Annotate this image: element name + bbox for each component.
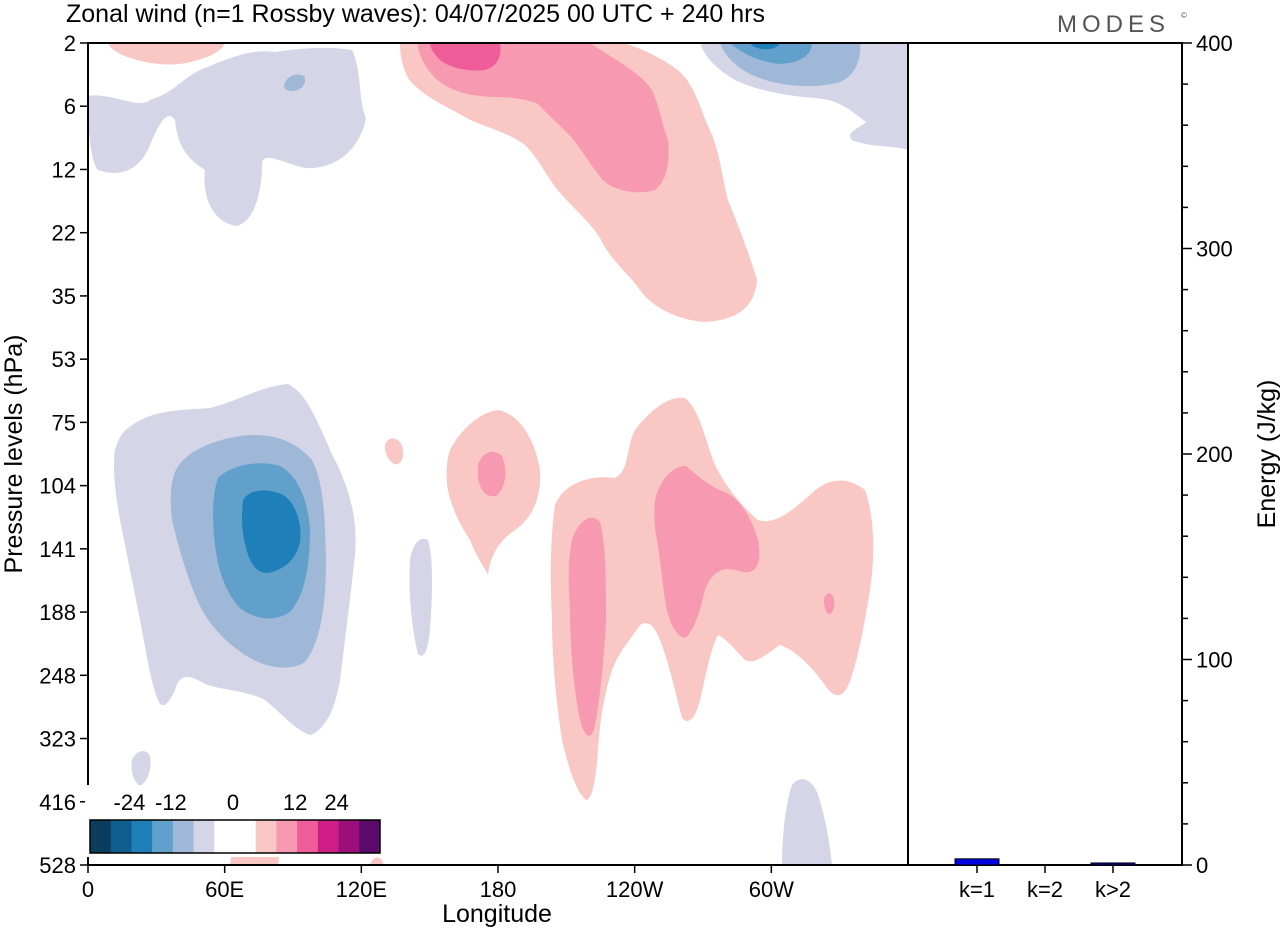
contour-fill-neg3-small2: [131, 751, 151, 786]
contour-fill-pos6-lower-right: [654, 466, 760, 638]
logo-trademark-mark: ©: [1181, 11, 1187, 20]
colorbar-swatch: [338, 820, 360, 853]
wavenumber-tick-label: k=1: [959, 877, 995, 902]
energy-axis: 0 100 200 300 400: [1182, 31, 1233, 878]
energy-bar: [954, 858, 1000, 866]
pressure-tick-label: 2: [64, 31, 76, 56]
contour-fill-neg12-topright: [750, 43, 780, 50]
pressure-tick-label: 416: [39, 790, 76, 815]
pressure-tick-label: 35: [52, 284, 76, 309]
contour-fill-pos6-lower-left: [568, 517, 606, 736]
contour-fill-pos3-upper: [400, 43, 757, 322]
longitude-tick-label: 120E: [336, 877, 387, 902]
pressure-tick-label: 22: [52, 221, 76, 246]
colorbar-swatch: [90, 820, 112, 853]
longitude-tick-label: 60W: [749, 877, 794, 902]
pressure-axis: 2 6 12 22 35 53 75 104 141 188 248 323 416 528: [39, 31, 88, 878]
pressure-tick-label: 528: [39, 853, 76, 878]
pressure-tick-label: 53: [52, 347, 76, 372]
colorbar-swatch: [317, 820, 340, 853]
longitude-axis-label: Longitude: [442, 900, 552, 928]
colorbar-tick-label: 0: [227, 790, 239, 815]
energy-tick-label: 400: [1196, 31, 1233, 56]
longitude-tick-label: 60E: [205, 877, 244, 902]
modes-logo: MODES: [1057, 11, 1170, 38]
longitude-tick-label: 0: [82, 877, 94, 902]
contour-fills: [88, 43, 908, 865]
colorbar-swatch: [172, 820, 195, 853]
energy-axis-label: Energy (J/kg): [1253, 380, 1280, 529]
colorbar-tick-label: -12: [155, 790, 187, 815]
colorbar-tick-label: 12: [283, 790, 307, 815]
colorbar-swatch: [297, 820, 319, 853]
colorbar-swatch: [193, 820, 215, 853]
wavenumber-tick-label: k>2: [1095, 877, 1131, 902]
longitude-tick-label: 180: [480, 877, 517, 902]
pressure-axis-label: Pressure levels (hPa): [0, 335, 28, 574]
colorbar-tick-label: -24: [114, 790, 146, 815]
colorbar: -24 -12 0 12 24: [85, 785, 385, 857]
colorbar-frame: [89, 819, 381, 854]
wavenumber-tick-label: k=2: [1027, 877, 1063, 902]
contour-fill-pos6-upper: [418, 43, 669, 193]
colorbar-swatch: [359, 820, 381, 853]
pressure-tick-label: 12: [52, 157, 76, 182]
contour-fill-pos6-mid: [478, 451, 506, 497]
longitude-axis: 0 60E 120E 180 120W 60W: [82, 865, 794, 902]
energy-tick-label: 0: [1196, 853, 1208, 878]
colorbar-swatch: [276, 820, 298, 853]
pressure-tick-label: 248: [39, 663, 76, 688]
contour-fill-neg3-small1: [409, 538, 432, 656]
wavenumber-axis: k=1 k=2 k>2: [959, 865, 1131, 902]
colorbar-swatch: [131, 820, 153, 853]
pressure-tick-label: 188: [39, 600, 76, 625]
contour-fill-pos9-upper: [430, 43, 501, 71]
contour-fill-pos3-topleft: [108, 43, 225, 65]
colorbar-tick-label: 24: [324, 790, 348, 815]
energy-tick-label: 300: [1196, 237, 1233, 262]
contour-fill-pos3-bottomdot: [370, 857, 384, 865]
chart-title: Zonal wind (n=1 Rossby waves): 04/07/202…: [66, 0, 765, 28]
contour-fill-pos6-dot: [824, 593, 835, 615]
longitude-tick-label: 120W: [606, 877, 664, 902]
colorbar-swatch: [255, 820, 277, 853]
contour-fill-neg6-dot: [284, 74, 306, 92]
contour-fill-neg9-topright: [730, 43, 812, 64]
colorbar-swatch: [235, 820, 257, 853]
energy-panel-frame: [907, 42, 1183, 866]
contour-fill-pos3-dot1: [384, 438, 404, 465]
colorbar-swatch: [152, 820, 174, 853]
colorbar-swatch: [214, 820, 236, 853]
contour-fill-neg12-lower: [241, 490, 301, 573]
contour-fill-neg3-bottom: [782, 779, 832, 865]
colorbar-swatch: [110, 820, 132, 853]
pressure-tick-label: 75: [52, 410, 76, 435]
energy-bar: [1090, 862, 1136, 866]
pressure-tick-label: 6: [64, 94, 76, 119]
energy-tick-label: 100: [1196, 648, 1233, 673]
contour-fill-neg3-upper: [88, 47, 366, 227]
pressure-tick-label: 104: [39, 474, 76, 499]
contour-fill-pos3-lower: [550, 397, 874, 800]
pressure-tick-label: 323: [39, 727, 76, 752]
pressure-tick-label: 141: [39, 537, 76, 562]
energy-tick-label: 200: [1196, 442, 1233, 467]
